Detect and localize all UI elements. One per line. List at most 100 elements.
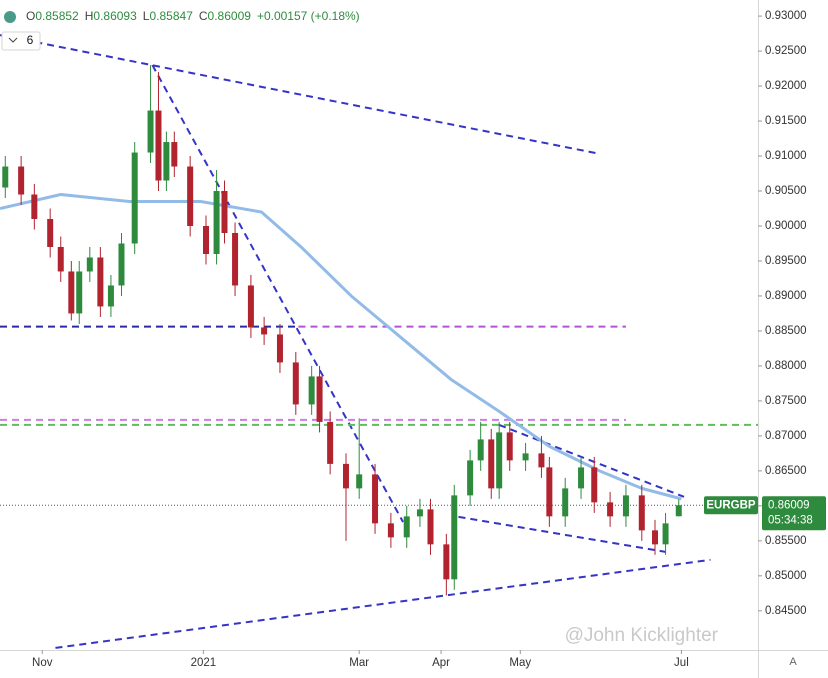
candle-body	[488, 439, 495, 489]
candle-body	[213, 191, 220, 254]
y-tick-label: 0.92000	[765, 80, 807, 92]
ohlc-value: 0.85852	[35, 9, 79, 23]
candle-body	[342, 463, 349, 489]
candle-body	[203, 225, 210, 254]
y-tick-label: 0.91000	[765, 150, 807, 162]
y-tick-label: 0.87000	[765, 430, 807, 442]
candle-body	[118, 243, 125, 286]
y-tick-label: 0.85000	[765, 570, 807, 582]
candle-body	[57, 246, 64, 272]
trend-line	[55, 558, 711, 649]
chevron	[8, 37, 18, 43]
candle-body	[276, 334, 283, 363]
candle-body	[47, 218, 54, 247]
trend-line	[151, 64, 404, 523]
candle-body	[18, 166, 25, 195]
y-tick-label: 0.88500	[765, 325, 807, 337]
candle-body	[356, 474, 363, 489]
candle-body	[622, 495, 629, 517]
candle-body	[416, 509, 423, 517]
candle-body	[155, 110, 162, 181]
candle-body	[247, 285, 254, 328]
auto-scale[interactable]: A	[789, 656, 797, 668]
trend-line	[458, 515, 666, 553]
ohlc-label: O	[26, 9, 35, 23]
y-tick-label: 0.90000	[765, 220, 807, 232]
candle-body	[171, 142, 178, 167]
trend-line	[0, 34, 596, 155]
candle-body	[2, 166, 9, 188]
watermark: @John Kicklighter	[565, 625, 719, 646]
ohlc-value: 0.86009	[208, 9, 252, 23]
candle-body	[163, 142, 170, 181]
y-tick-label: 0.85500	[765, 535, 807, 547]
y-tick-label: 0.93000	[765, 10, 807, 22]
y-tick-label: 0.88000	[765, 360, 807, 372]
candle-body	[562, 488, 569, 517]
candle-body	[607, 502, 614, 517]
candle-body	[221, 191, 228, 233]
candle-body	[496, 432, 503, 489]
candle-body	[546, 467, 553, 517]
ohlc-header: O 0.85852 H 0.86093 L 0.85847 C 0.86009 +0.00157…	[26, 9, 360, 23]
candle-body	[506, 432, 513, 461]
candle-body	[522, 453, 529, 461]
candle-body	[651, 530, 658, 545]
candle-body	[86, 257, 93, 272]
candle-body	[97, 257, 104, 307]
ohlc-label: H	[85, 9, 94, 23]
candle-body	[68, 271, 75, 314]
y-tick-label: 0.90500	[765, 185, 807, 197]
indicator-count: 6	[27, 33, 34, 47]
candle-body	[387, 523, 394, 538]
candle-body	[327, 421, 334, 464]
indicator-toggle[interactable]	[1, 31, 41, 51]
x-tick-label: Nov	[32, 657, 53, 669]
y-tick-label: 0.89000	[765, 290, 807, 302]
candle-body	[578, 467, 585, 489]
candle-body	[292, 362, 299, 405]
y-tick-label: 0.84500	[765, 605, 807, 617]
symbol-tag	[704, 496, 758, 515]
candle-body	[477, 439, 484, 461]
trend-line	[498, 423, 685, 498]
candle-body	[372, 474, 379, 524]
y-tick-label: 0.92500	[765, 45, 807, 57]
candle-body	[31, 194, 38, 219]
candle-body	[316, 376, 323, 422]
candle-body	[187, 166, 194, 226]
ohlc-value: 0.86093	[93, 9, 137, 23]
candle-body	[147, 110, 154, 153]
candle-body	[232, 232, 239, 286]
candle-body	[451, 495, 458, 580]
candle-body	[261, 327, 268, 335]
y-tick-label: 0.91500	[765, 115, 807, 127]
candle-body	[467, 460, 474, 496]
candle-body	[662, 523, 669, 545]
price-tag-value: 0.86009	[768, 499, 810, 511]
x-tick-label: Jul	[674, 657, 689, 669]
countdown: 05:34:38	[768, 514, 813, 526]
symbol-tag-label: EURGBP	[706, 499, 756, 511]
ohlc-value: +0.00157 (+0.18%)	[257, 9, 360, 23]
candle-body	[403, 516, 410, 538]
x-tick-label: Apr	[432, 657, 450, 669]
candle-body	[107, 285, 114, 307]
x-tick-label: 2021	[191, 657, 217, 669]
x-tick-label: May	[509, 657, 531, 669]
plot-area	[0, 34, 758, 649]
candle-body	[308, 376, 315, 405]
candle-body	[427, 509, 434, 545]
symbol-icon	[4, 11, 16, 23]
price-tag	[762, 496, 826, 531]
y-tick-label: 0.86500	[765, 465, 807, 477]
candle-body	[675, 505, 682, 517]
candle-body	[538, 453, 545, 468]
candle-body	[131, 152, 138, 244]
y-tick-label: 0.89500	[765, 255, 807, 267]
ohlc-label: C	[199, 9, 208, 23]
x-tick-label: Mar	[349, 657, 369, 669]
moving-average	[0, 193, 682, 501]
